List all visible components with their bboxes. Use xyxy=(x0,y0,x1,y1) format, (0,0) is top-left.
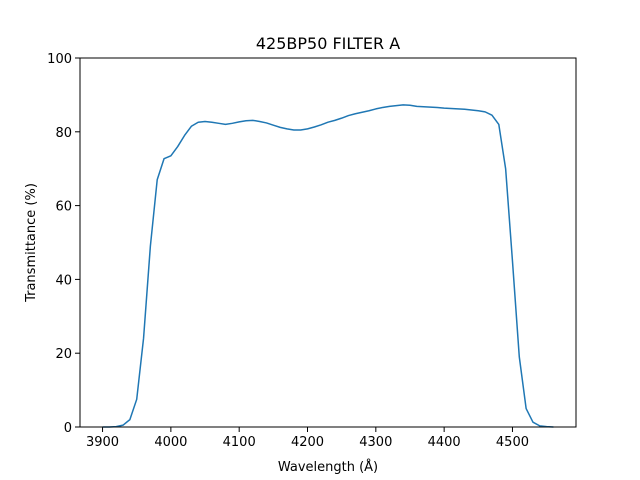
y-tick-label: 60 xyxy=(55,200,72,215)
x-tick-label: 4500 xyxy=(496,435,529,450)
chart-title: 425BP50 FILTER A xyxy=(256,34,400,53)
y-tick-label: 40 xyxy=(55,273,72,288)
x-tick-label: 4300 xyxy=(359,435,392,450)
line-series xyxy=(102,104,554,428)
x-tick-label: 4400 xyxy=(428,435,461,450)
y-tick-label: 80 xyxy=(55,126,72,141)
plot-frame xyxy=(79,57,577,428)
y-tick-label: 20 xyxy=(55,347,72,362)
y-axis-label: Transmittance (%) xyxy=(24,183,39,303)
y-tick-label: 100 xyxy=(47,52,72,67)
x-axis-label: Wavelength (Å) xyxy=(278,459,378,475)
x-tick-label: 3900 xyxy=(86,435,119,450)
x-tick-label: 4200 xyxy=(291,435,324,450)
y-tick-label: 0 xyxy=(64,421,72,436)
x-tick-label: 4000 xyxy=(154,435,187,450)
x-tick-label: 4100 xyxy=(223,435,256,450)
